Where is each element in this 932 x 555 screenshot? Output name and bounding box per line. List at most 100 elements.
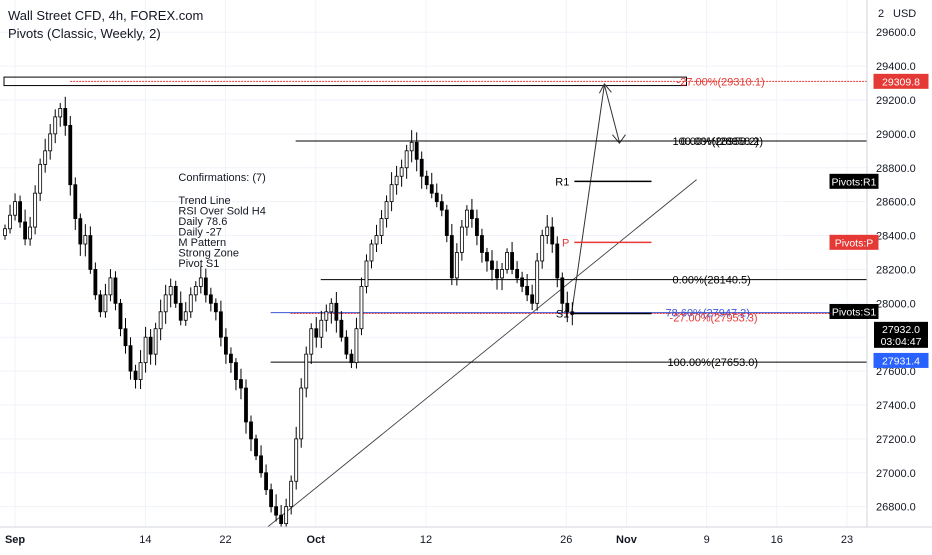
confirmation-item: RSI Over Sold H4 (178, 206, 265, 218)
pivot-tag-text: Pivots:P (835, 237, 874, 249)
confirmation-item: Daily -27 (178, 227, 221, 239)
candle (148, 329, 153, 365)
y-tick-label: 28600.0 (876, 197, 916, 209)
candle-body (309, 328, 314, 355)
candle-body (229, 353, 233, 364)
close-price-tag: 27932.003:04:47 (874, 321, 928, 348)
confirmation-item: M Pattern (178, 237, 226, 249)
candle-body (264, 472, 268, 491)
candle (359, 277, 364, 336)
candle (88, 226, 93, 274)
candle-body (284, 506, 289, 525)
candle (78, 213, 83, 256)
candle (404, 144, 409, 179)
candle (459, 219, 464, 261)
candle-body (399, 167, 404, 177)
y-tick-label: 27000.0 (876, 468, 916, 480)
candle-body (299, 387, 304, 440)
fib-price-tag-bg (873, 73, 929, 89)
candle-body (48, 133, 53, 152)
candle-body (193, 285, 198, 296)
candle (414, 132, 419, 172)
candle (103, 283, 108, 318)
y-tick-label: 28400.0 (876, 231, 916, 243)
candle (319, 310, 324, 349)
candle-body (43, 150, 48, 165)
candle-body (173, 285, 178, 304)
candle (394, 165, 399, 195)
candle-body (449, 235, 454, 279)
candle (284, 498, 289, 531)
candle-body (434, 192, 439, 203)
candle (218, 300, 223, 347)
candle-body (535, 260, 540, 304)
candle (475, 209, 479, 246)
candle-body (183, 311, 188, 321)
candle-body (78, 218, 83, 245)
candle (244, 379, 248, 434)
candle-body (113, 277, 118, 304)
candle-body (374, 235, 379, 245)
candle-body (495, 269, 499, 279)
candle-body (249, 421, 253, 440)
candle (289, 475, 294, 515)
candle-body (334, 302, 339, 321)
x-tick-label: Sep (5, 534, 25, 546)
candle (249, 415, 253, 452)
confirmation-item: Trend Line (178, 195, 230, 207)
candle-body (304, 353, 309, 389)
candle (480, 228, 484, 263)
candle (138, 350, 143, 390)
arrow-head-down (612, 134, 626, 145)
fib-price-tag: 29309.8 (873, 73, 929, 89)
candle (439, 194, 444, 217)
candle (178, 291, 183, 326)
candle-body (510, 252, 514, 270)
candle-body (133, 370, 138, 380)
candle (299, 378, 304, 448)
candle (33, 185, 38, 235)
candle-body (108, 277, 113, 296)
y-tick-label: 28800.0 (876, 163, 916, 175)
candle-body (239, 379, 243, 389)
candle-body (565, 302, 570, 313)
candle (565, 291, 570, 323)
indicator-label[interactable]: Pivots (Classic, Weekly, 2) (8, 26, 161, 41)
y-tick-label: 29000.0 (876, 129, 916, 141)
candle-body (88, 235, 93, 270)
projection-down (603, 84, 620, 143)
candle-body (289, 480, 294, 508)
candle (38, 158, 43, 201)
pivot-tag: Pivots:R1 (829, 173, 879, 189)
candle (183, 302, 188, 326)
candle-body (8, 214, 12, 230)
confirmation-item: Daily 78.6 (178, 216, 227, 228)
candle (274, 494, 279, 522)
candle-body (3, 228, 7, 236)
candle-body (294, 438, 299, 482)
candle-body (515, 269, 520, 279)
fib-price-tag-text: 29309.8 (882, 76, 920, 88)
candle-body (429, 184, 434, 194)
candle (239, 368, 243, 400)
blue-price-tag-text: 27931.4 (882, 355, 920, 367)
candle-body (344, 336, 349, 355)
x-tick-label: 22 (219, 534, 231, 546)
candle (434, 183, 439, 208)
confirmation-item: Pivot S1 (178, 258, 219, 270)
candle (229, 347, 233, 373)
candle-body (213, 302, 218, 313)
candle (545, 215, 550, 244)
candle-body (550, 226, 555, 245)
candle (83, 224, 88, 257)
candle-body (118, 302, 123, 330)
candle-body (83, 235, 88, 245)
candle (113, 271, 118, 311)
pivot-label: P (562, 237, 569, 249)
candle-body (500, 269, 504, 279)
close-price-text: 27932.0 (882, 324, 920, 336)
candle (198, 266, 203, 294)
candle (444, 204, 449, 243)
